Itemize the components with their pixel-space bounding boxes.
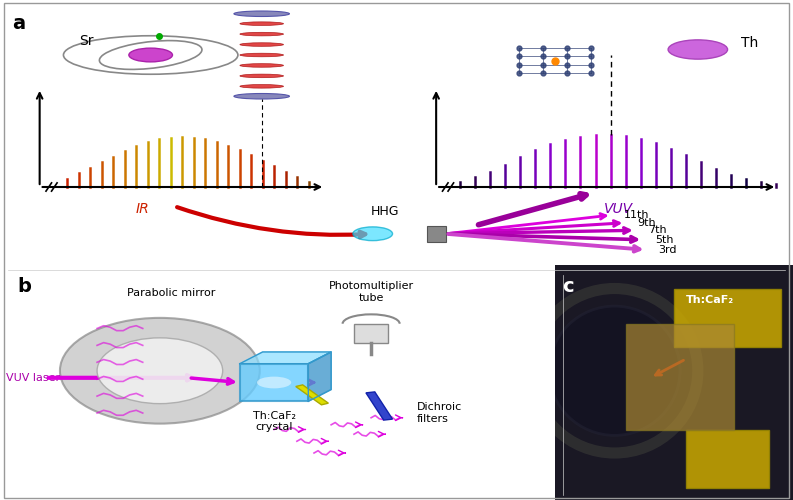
Ellipse shape xyxy=(128,48,173,62)
Bar xyxy=(354,324,389,342)
Ellipse shape xyxy=(239,32,284,36)
Ellipse shape xyxy=(97,338,223,404)
Text: VUV laser: VUV laser xyxy=(6,373,59,383)
Text: Photomultiplier
tube: Photomultiplier tube xyxy=(328,281,414,302)
Ellipse shape xyxy=(239,84,284,88)
Polygon shape xyxy=(308,352,331,402)
Ellipse shape xyxy=(239,53,284,57)
Ellipse shape xyxy=(668,40,728,59)
Text: Th: Th xyxy=(741,36,759,50)
Ellipse shape xyxy=(239,43,284,46)
Bar xyxy=(626,324,734,430)
Ellipse shape xyxy=(353,227,393,240)
Text: 11th: 11th xyxy=(623,210,649,220)
Text: Parabolic mirror: Parabolic mirror xyxy=(127,288,216,298)
Text: Dichroic
filters: Dichroic filters xyxy=(417,402,462,424)
Bar xyxy=(686,430,769,488)
Text: HHG: HHG xyxy=(370,205,399,218)
Text: Th:CaF₂: Th:CaF₂ xyxy=(686,295,734,305)
Text: 7th: 7th xyxy=(648,226,666,235)
Text: 3rd: 3rd xyxy=(658,245,677,255)
Text: Sr: Sr xyxy=(79,34,94,48)
Ellipse shape xyxy=(257,376,291,388)
Ellipse shape xyxy=(549,306,680,436)
Text: Th:CaF₂
crystal: Th:CaF₂ crystal xyxy=(252,410,296,432)
Ellipse shape xyxy=(234,11,289,16)
Text: 9th: 9th xyxy=(638,218,656,228)
Text: a: a xyxy=(12,14,25,33)
Text: 5th: 5th xyxy=(655,234,673,244)
Text: IR: IR xyxy=(136,202,150,216)
Ellipse shape xyxy=(60,318,260,424)
Bar xyxy=(366,392,393,420)
Bar xyxy=(674,288,781,347)
Bar xyxy=(296,385,328,405)
Text: b: b xyxy=(17,277,31,295)
Ellipse shape xyxy=(239,74,284,78)
Text: VUV: VUV xyxy=(604,202,633,216)
Polygon shape xyxy=(239,352,331,364)
Bar xyxy=(427,226,446,242)
Ellipse shape xyxy=(239,22,284,26)
Text: c: c xyxy=(562,277,574,295)
Ellipse shape xyxy=(239,64,284,67)
FancyBboxPatch shape xyxy=(239,364,308,402)
Ellipse shape xyxy=(234,94,289,99)
